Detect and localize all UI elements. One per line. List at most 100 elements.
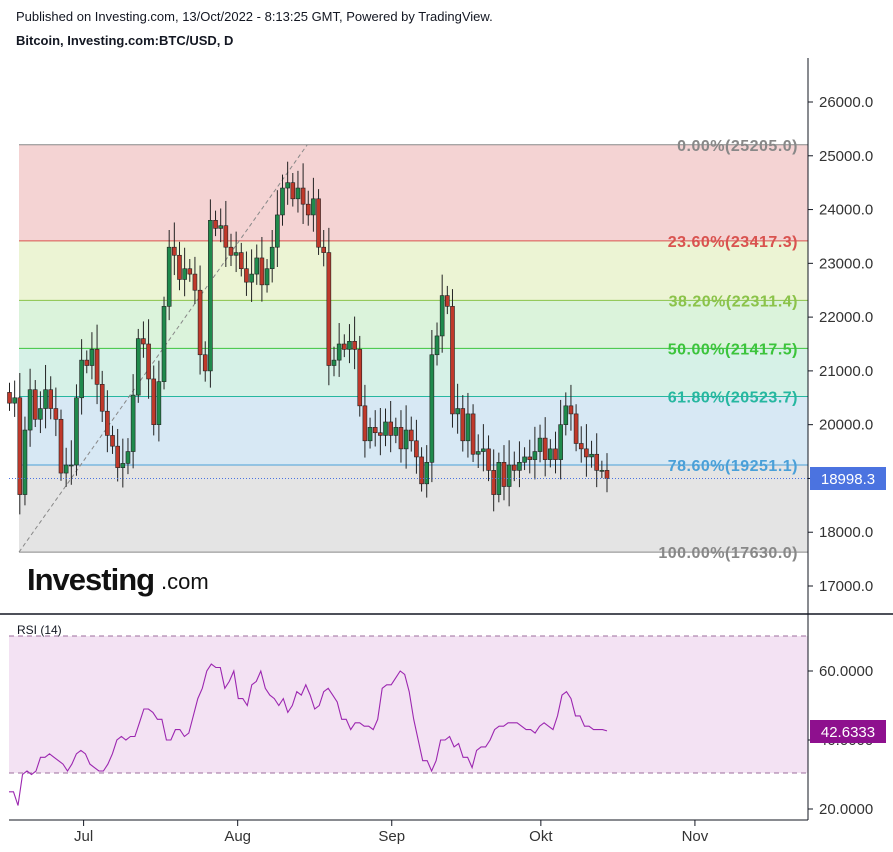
- candle-body: [99, 384, 105, 412]
- candle-body: [486, 448, 491, 471]
- candle-body: [244, 268, 249, 283]
- rsi-badge: 42.6333: [810, 720, 886, 743]
- candle-body: [38, 408, 43, 420]
- candlesticks: [7, 161, 610, 515]
- candle-body: [280, 187, 285, 216]
- candle-body: [517, 462, 522, 471]
- candle-body: [295, 187, 301, 200]
- candle-body: [336, 343, 342, 361]
- candle-body: [79, 359, 84, 399]
- candle-body: [553, 448, 558, 460]
- candle-body: [275, 214, 280, 248]
- candle-body: [269, 246, 275, 270]
- candle-body: [300, 187, 306, 205]
- candle-body: [156, 381, 162, 425]
- fib-level-label: 50.00%(21417.5): [668, 341, 798, 358]
- candle-body: [434, 335, 440, 356]
- candle-body: [166, 246, 172, 307]
- candle-body: [105, 410, 110, 436]
- fib-level-label: 23.60%(23417.3): [668, 234, 798, 251]
- candle-body: [542, 437, 548, 460]
- candle-body: [573, 413, 579, 444]
- rsi-badge-value: 42.6333: [821, 724, 875, 741]
- candle-body: [233, 252, 239, 256]
- price-badge-bg: [810, 467, 886, 490]
- candle-body: [7, 392, 12, 404]
- rsi-badge-bg: [810, 720, 886, 743]
- candle-body: [522, 456, 527, 463]
- candle-body: [558, 424, 563, 460]
- time-tick-label: Jul: [74, 828, 93, 845]
- candle-body: [362, 405, 368, 442]
- fibonacci-trendline: [18, 144, 308, 553]
- candle-body: [305, 203, 311, 216]
- fibonacci-labels: 0.00%(25205.0) 23.60%(23417.3) 38.20%(2231…: [658, 138, 798, 562]
- candle-body: [115, 445, 120, 468]
- candle-body: [89, 349, 95, 366]
- candle-body: [110, 435, 115, 447]
- candle-body: [311, 198, 316, 216]
- candle-body: [563, 405, 569, 425]
- candle-body: [357, 349, 363, 407]
- time-tick-label: Nov: [682, 828, 709, 845]
- candle-body: [316, 198, 321, 248]
- candle-body: [537, 437, 543, 452]
- candle-body: [151, 378, 157, 425]
- fib-level-label: 38.20%(22311.4): [669, 293, 798, 310]
- logo-text: Investing: [27, 562, 154, 597]
- rsi-panel: RSI (14): [9, 623, 808, 806]
- candle-body: [460, 408, 466, 442]
- candle-body: [208, 220, 213, 372]
- candle-body: [48, 389, 54, 409]
- candle-body: [197, 289, 203, 356]
- candle-body: [32, 389, 38, 420]
- candle-body: [383, 421, 388, 436]
- candle-body: [161, 306, 167, 382]
- candle-body: [326, 252, 332, 366]
- candle-body: [408, 429, 414, 442]
- candle-body: [74, 397, 79, 466]
- logo-suffix: .com: [161, 569, 209, 594]
- price-axis: 26000.0 25000.0 24000.0 23000.0 22000.0 21000…: [808, 94, 873, 595]
- rsi-line: [9, 663, 608, 806]
- fib-zone: [19, 300, 808, 349]
- fib-level-label: 61.80%(20523.7): [668, 390, 798, 407]
- candle-body: [475, 451, 481, 455]
- candle-body: [604, 470, 610, 479]
- candle-body: [43, 389, 48, 409]
- rsi-tick-label: 60.0000: [819, 663, 873, 680]
- price-tick-label: 24000.0: [819, 202, 873, 219]
- candle-body: [352, 341, 357, 350]
- candle-body: [285, 182, 290, 189]
- candle-body: [238, 252, 244, 270]
- candle-body: [187, 268, 193, 275]
- candle-body: [120, 463, 126, 468]
- price-tick-label: 23000.0: [819, 255, 873, 272]
- rsi-band-fill: [9, 636, 808, 773]
- candle-body: [69, 464, 74, 467]
- candle-body: [63, 464, 69, 474]
- candle-body: [130, 394, 136, 452]
- candle-body: [347, 341, 352, 350]
- candle-body: [414, 440, 419, 458]
- candle-body: [393, 427, 399, 436]
- candle-body: [455, 408, 460, 415]
- price-tick-label: 25000.0: [819, 148, 873, 165]
- candle-body: [506, 464, 512, 487]
- candle-body: [378, 432, 383, 436]
- candle-body: [403, 429, 409, 450]
- fib-zone: [19, 240, 808, 301]
- candle-body: [27, 389, 33, 431]
- candle-body: [58, 418, 64, 474]
- candle-body: [254, 257, 260, 275]
- candle-body: [17, 397, 23, 495]
- candle-body: [429, 354, 435, 463]
- candle-body: [511, 464, 517, 471]
- candle-body: [172, 246, 177, 256]
- candle-body: [125, 451, 131, 464]
- candle-body: [141, 338, 146, 345]
- candle-body: [491, 470, 496, 495]
- candle-body: [84, 359, 90, 366]
- candle-body: [202, 354, 208, 372]
